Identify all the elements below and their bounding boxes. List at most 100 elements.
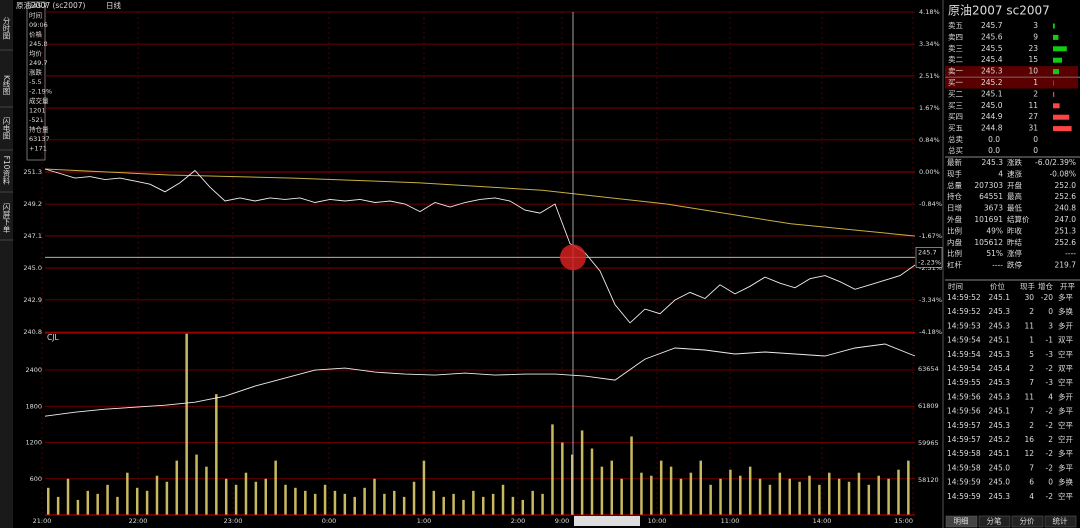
volume-bar xyxy=(116,496,119,515)
stat-value: 247.0 xyxy=(1055,215,1077,224)
volume-bar xyxy=(907,460,910,515)
info-item: 涨跌 xyxy=(29,68,43,77)
volume-bar xyxy=(837,478,841,515)
order-qty: 11 xyxy=(1028,101,1038,110)
trades-header: 现手 xyxy=(1020,281,1036,291)
order-qty: 31 xyxy=(1028,124,1038,133)
side-tab[interactable]: F10资料 xyxy=(2,156,11,186)
trade-price: 245.3 xyxy=(989,307,1011,316)
top-period[interactable]: 日线 xyxy=(106,0,121,10)
cursor-pct: -2.23% xyxy=(918,258,941,266)
bottom-tab[interactable]: 统计 xyxy=(1053,516,1069,526)
volume-bar xyxy=(887,478,890,515)
trade-change: 0 xyxy=(1048,307,1053,316)
bottom-tab[interactable]: 分价 xyxy=(1020,517,1036,526)
volume-bar xyxy=(501,484,505,515)
stat-label: 比例 xyxy=(947,248,962,258)
order-price: 245.7 xyxy=(981,21,1003,30)
oi-tick-label: 58120 xyxy=(918,476,939,484)
open-interest-line xyxy=(44,343,916,417)
order-qty-bar xyxy=(1053,114,1070,120)
volume-bar xyxy=(491,493,495,515)
volume-bar xyxy=(768,484,772,515)
order-side: 卖二 xyxy=(948,55,963,64)
stat-label: 结算价 xyxy=(1007,214,1030,224)
pct-tick-label: 0.00% xyxy=(919,168,940,176)
trade-change: 2 xyxy=(1048,435,1053,444)
volume-tick-label: 1800 xyxy=(25,402,42,410)
trade-time: 14:59:54 xyxy=(947,350,981,359)
stat-value: 219.7 xyxy=(1055,261,1077,270)
trade-qty: 7 xyxy=(1029,463,1034,472)
stat-label: 开盘 xyxy=(1007,180,1022,190)
trade-type: 多平 xyxy=(1058,462,1074,472)
volume-bar xyxy=(531,490,534,515)
volume-bar xyxy=(541,493,544,515)
trade-price: 245.0 xyxy=(989,478,1011,487)
bottom-tab[interactable]: 明细 xyxy=(954,516,969,526)
side-tab[interactable]: 分时图 xyxy=(2,16,11,40)
trade-type: 多平 xyxy=(1058,448,1074,458)
volume-bar xyxy=(729,469,732,515)
trade-price: 245.0 xyxy=(989,463,1011,472)
order-side: 买四 xyxy=(948,112,963,121)
trade-type: 多开 xyxy=(1058,320,1074,330)
stat-value: 101691 xyxy=(974,215,1003,224)
bottom-tab-box[interactable] xyxy=(1044,515,1077,528)
volume-bar xyxy=(897,469,900,515)
side-tab[interactable]: K线图 xyxy=(2,75,11,96)
stat-value: ---- xyxy=(1065,249,1076,258)
stat-value: 251.3 xyxy=(1055,226,1077,235)
trade-qty: 16 xyxy=(1024,435,1034,444)
order-qty: 10 xyxy=(1028,67,1038,76)
pct-tick-label: -0.84% xyxy=(919,200,942,208)
stat-label: 外盘 xyxy=(947,214,962,224)
bottom-tab-box[interactable] xyxy=(978,515,1011,528)
volume-bar xyxy=(600,466,604,515)
order-side: 买三 xyxy=(948,101,963,110)
trade-change: -2 xyxy=(1046,407,1054,416)
order-price: 244.8 xyxy=(981,124,1003,133)
trade-time: 14:59:57 xyxy=(947,421,981,430)
order-price: 245.5 xyxy=(981,44,1003,53)
trade-price: 245.3 xyxy=(989,421,1011,430)
order-price: 244.9 xyxy=(981,112,1003,121)
bottom-tab[interactable]: 分笔 xyxy=(987,516,1002,526)
stat-label: 比例 xyxy=(947,225,962,235)
price-line xyxy=(44,168,916,324)
info-item: 时间 xyxy=(29,11,42,20)
volume-bar xyxy=(818,484,821,515)
trade-time: 14:59:58 xyxy=(947,463,981,472)
order-side: 卖五 xyxy=(948,21,963,30)
trade-price: 245.3 xyxy=(989,492,1011,501)
order-price: 245.3 xyxy=(981,67,1003,76)
bottom-tab-box[interactable] xyxy=(1011,515,1044,528)
trade-price: 245.3 xyxy=(989,378,1011,387)
volume-bar xyxy=(215,394,218,515)
trade-qty: 6 xyxy=(1029,478,1034,487)
order-price: 245.2 xyxy=(981,78,1003,87)
volume-bar xyxy=(323,484,327,515)
trade-price: 245.2 xyxy=(989,435,1011,444)
side-tab[interactable]: 闪屏下单 xyxy=(2,203,11,235)
trade-change: -20 xyxy=(1041,293,1053,302)
order-qty-bar xyxy=(1053,57,1062,63)
volume-bar xyxy=(739,475,742,515)
trade-change: -2 xyxy=(1046,364,1054,373)
side-tab[interactable]: 闪电图 xyxy=(2,116,11,140)
volume-bar xyxy=(689,472,693,515)
volume-bar xyxy=(610,460,614,515)
price-tick-label: 245.0 xyxy=(23,264,42,272)
volume-bar xyxy=(798,481,801,515)
quote-title: 原油2007 sc2007 xyxy=(948,4,1050,18)
volume-bar xyxy=(551,424,554,515)
order-qty: 2 xyxy=(1033,89,1038,98)
bottom-tab-box[interactable] xyxy=(945,515,978,528)
volume-bar xyxy=(462,499,465,515)
info-item: +171 xyxy=(29,145,47,153)
trade-type: 双平 xyxy=(1058,364,1074,373)
trade-qty: 11 xyxy=(1024,321,1034,330)
time-label: 10:00 xyxy=(648,517,667,525)
stat-value: 4 xyxy=(998,169,1003,178)
